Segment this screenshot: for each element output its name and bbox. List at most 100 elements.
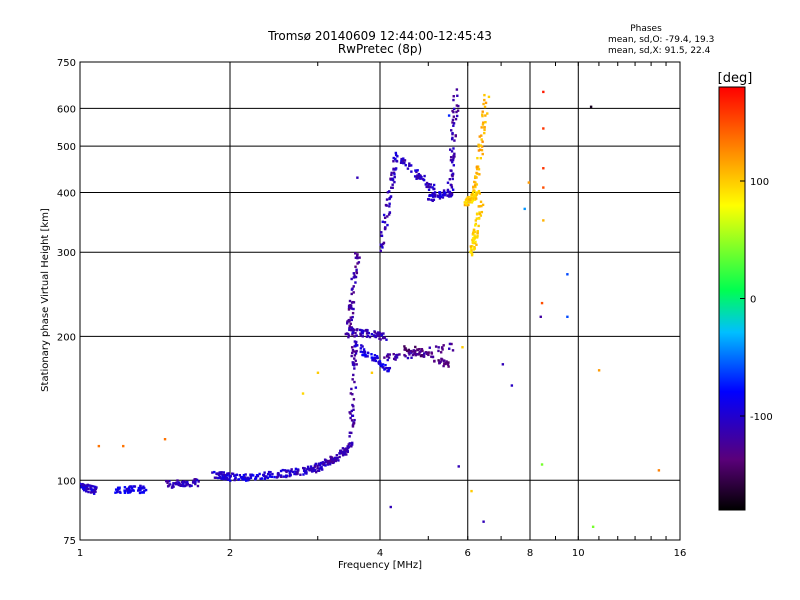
chart-title: Tromsø 20140609 12:44:00-12:45:43: [267, 29, 492, 43]
echo-point: [352, 350, 355, 353]
echo-point: [474, 193, 478, 197]
echo-point: [327, 460, 330, 464]
echo-point: [463, 201, 467, 204]
echo-point: [386, 215, 389, 218]
echo-point: [402, 157, 405, 160]
echo-point: [184, 484, 187, 487]
axis-ticks: 1 2 4 6 8 10 16 75 100 200 300 400 500 600 750: [57, 58, 686, 559]
echo-point: [383, 368, 386, 371]
echo-point: [470, 489, 473, 493]
echo-point: [479, 200, 483, 203]
echo-point: [128, 485, 132, 488]
echo-point: [168, 480, 171, 483]
echo-point: [389, 505, 392, 509]
echo-point: [316, 469, 320, 472]
echo-point: [474, 222, 478, 226]
echo-point: [193, 478, 196, 481]
echo-point: [392, 156, 395, 160]
echo-point: [480, 204, 483, 208]
echo-point: [451, 172, 455, 175]
echo-point: [484, 114, 487, 117]
echo-point: [89, 491, 93, 494]
echo-point: [387, 368, 391, 371]
echo-point: [263, 477, 267, 481]
echo-point: [346, 322, 349, 325]
echo-point: [247, 478, 250, 482]
echo-point: [370, 332, 374, 336]
echo-point: [270, 475, 274, 479]
echo-point: [380, 334, 384, 337]
echo-point: [119, 491, 122, 494]
echo-point: [395, 353, 398, 357]
echo-point: [331, 457, 334, 461]
echo-point: [349, 416, 352, 420]
echo-point: [177, 483, 180, 487]
echo-point: [486, 112, 489, 115]
echo-point: [362, 350, 366, 353]
echo-point: [348, 435, 351, 438]
echo-point: [349, 306, 353, 310]
echo-point: [456, 94, 459, 97]
echo-point: [479, 156, 483, 160]
echo-point: [354, 256, 358, 259]
echo-point: [249, 476, 252, 479]
echo-point: [341, 451, 344, 454]
echo-point: [123, 491, 127, 494]
echo-point: [383, 336, 386, 340]
echo-point: [295, 471, 298, 474]
echo-point: [393, 180, 396, 184]
echo-point: [288, 473, 292, 476]
echo-point: [347, 308, 351, 311]
echo-point: [376, 331, 380, 334]
echo-point: [349, 392, 353, 395]
echo-point: [273, 475, 276, 479]
echo-point: [350, 292, 353, 296]
echo-point: [482, 520, 485, 523]
echo-point: [477, 168, 481, 171]
echo-point: [470, 253, 474, 257]
echo-point: [350, 431, 353, 435]
echo-point: [451, 177, 454, 181]
echo-point: [127, 491, 130, 494]
echo-point: [309, 465, 313, 468]
echo-point: [346, 320, 349, 323]
echo-point: [474, 224, 477, 227]
echo-point: [451, 158, 455, 162]
echo-point: [293, 472, 296, 476]
echo-point: [418, 347, 421, 351]
echo-point: [351, 331, 354, 334]
echo-point: [351, 300, 355, 304]
echo-point: [329, 455, 332, 459]
echo-point: [238, 474, 242, 477]
echo-point: [132, 489, 135, 492]
echo-point: [414, 345, 417, 349]
echo-point: [353, 335, 356, 338]
echo-point: [391, 177, 394, 180]
echo-point: [475, 217, 479, 220]
echo-point: [339, 449, 343, 453]
echo-point: [219, 476, 222, 480]
echo-point: [351, 348, 355, 352]
echo-point: [139, 488, 142, 491]
echo-point: [178, 484, 182, 487]
echo-point: [335, 458, 338, 461]
echo-point: [401, 159, 405, 162]
echo-point: [453, 139, 456, 142]
echo-point: [469, 250, 472, 254]
echo-point: [425, 181, 429, 185]
echo-point: [455, 110, 458, 114]
echo-point: [383, 221, 387, 224]
echo-point: [449, 159, 453, 162]
echo-point: [450, 129, 453, 132]
echo-point: [294, 467, 298, 471]
echo-point: [416, 174, 419, 177]
echo-point: [429, 185, 432, 189]
echo-point: [310, 469, 313, 472]
echo-point: [474, 240, 477, 244]
echo-point: [354, 265, 357, 268]
y-tick-label: 200: [57, 332, 76, 343]
echo-point: [352, 398, 356, 401]
echo-point: [398, 353, 401, 356]
echo-point: [228, 476, 232, 479]
